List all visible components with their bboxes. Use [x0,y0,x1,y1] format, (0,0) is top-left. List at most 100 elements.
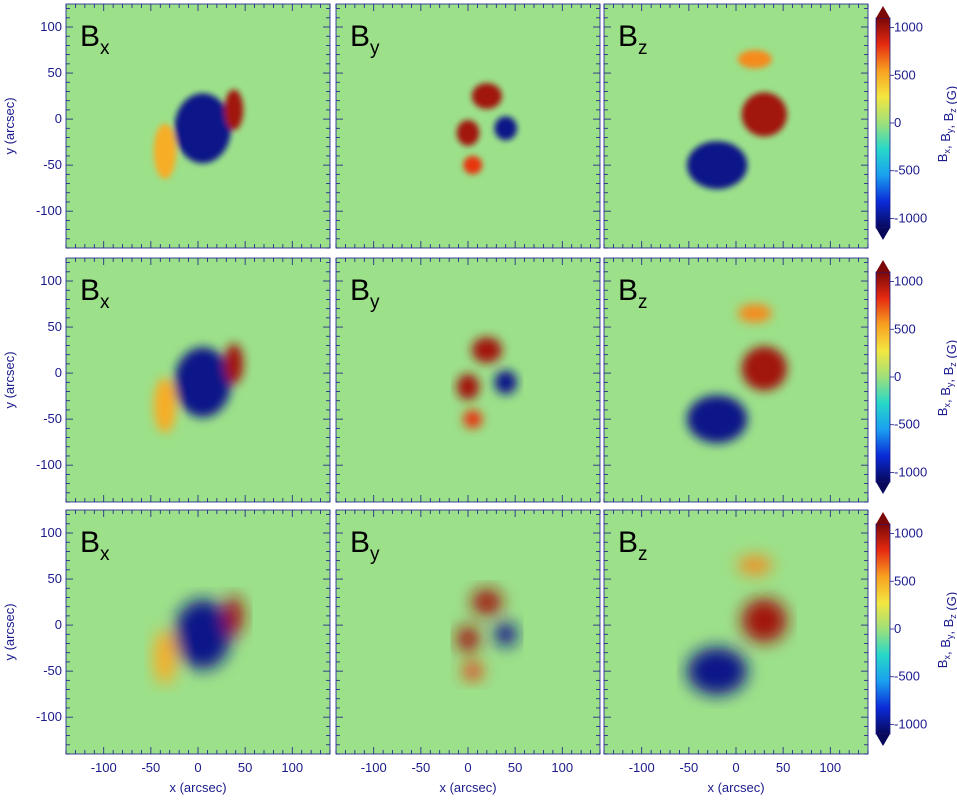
colorbar-tick-label: 500 [894,321,916,336]
feature-bx-3 [153,123,177,179]
feature-bz-2 [686,647,748,696]
feature-by-4 [463,155,483,175]
feature-by-3 [494,370,518,395]
x-tick-label: 0 [732,760,739,775]
colorbar-tick-label: 1000 [894,20,923,35]
colorbar-tick-label: 0 [894,621,901,636]
feature-by-1 [471,589,502,615]
panel-by-row-3: By [335,509,601,755]
panel-bx-row-3: Bx [65,509,331,755]
panel-title-by: By [350,526,380,565]
colorbar-tick-label: -1000 [894,716,927,731]
y-axis-label: y (arcsec) [2,603,17,660]
panel-by-row-2: By [335,257,601,503]
feature-bz-1 [741,346,787,391]
colorbar-max-arrow [876,260,890,272]
colorbar-min-arrow [876,734,890,746]
x-tick-label: 50 [238,760,252,775]
feature-bz-3 [737,50,772,69]
x-tick-label: -50 [141,760,160,775]
feature-by-3 [494,622,518,647]
colorbar-tick-label: 0 [894,115,901,130]
y-tick-label: -100 [36,203,62,218]
feature-by-2 [456,626,480,652]
colorbars: 1000 500 0 -500 -1000 Bx, By, Bz (G) 1000 500 0 -… [875,6,957,746]
y-tick-label: 100 [40,19,62,34]
feature-bx-2 [224,89,244,131]
feature-bz-3 [737,304,772,323]
colorbar-tick-label: -500 [894,417,920,432]
y-tick-label: -50 [43,663,62,678]
panel-bx-row-2: Bx [65,257,331,503]
colorbar-min-arrow [876,228,890,240]
colorbar-row-2: 1000 500 0 -500 -1000 Bx, By, Bz (G) [875,260,957,494]
feature-by-4 [463,661,483,681]
x-tick-label: -100 [91,760,117,775]
feature-bz-1 [741,92,787,137]
y-tick-label: -50 [43,411,62,426]
y-tick-label: -100 [36,709,62,724]
y-axis-label: y (arcsec) [2,97,17,154]
feature-bx-1 [174,599,231,670]
colorbar-gradient [875,523,891,735]
x-axis-label: x (arcsec) [707,780,764,795]
panel-title-bz: Bz [618,20,648,59]
y-tick-label: 100 [40,525,62,540]
colorbar-tick-label: -1000 [894,210,927,225]
colorbar-row-3: 1000 500 0 -500 -1000 Bx, By, Bz (G) [875,512,957,746]
x-tick-label: 50 [508,760,522,775]
colorbar-tick-label: 0 [894,369,901,384]
panel-title-by: By [350,20,380,59]
colorbar-tick-label: 1000 [894,526,923,541]
panel-background [604,4,868,248]
feature-bz-2 [686,141,748,190]
y-tick-label: 50 [48,319,62,334]
x-tick-label: -50 [411,760,430,775]
y-tick-label: 50 [48,571,62,586]
y-tick-label: 100 [40,273,62,288]
colorbar-row-1: 1000 500 0 -500 -1000 Bx, By, Bz (G) [875,6,957,240]
panel-title-bx: Bx [80,20,110,59]
x-tick-label: -100 [629,760,655,775]
x-tick-label: -100 [361,760,387,775]
colorbar-label: Bx, By, Bz (G) [935,86,957,162]
colorbar-gradient [875,17,891,229]
feature-bz-3 [737,556,772,575]
y-tick-label: -100 [36,457,62,472]
colorbar-tick-label: 500 [894,573,916,588]
axes-labels: 100 50 0 -50 -100 y (arcsec) 100 50 0 -50 -100 y (a… [2,19,841,795]
feature-by-2 [456,120,480,146]
feature-bx-3 [153,377,177,433]
x-axis-label: x (arcsec) [439,780,496,795]
y-tick-label: -50 [43,157,62,172]
x-tick-label: 100 [819,760,841,775]
panel-title-by: By [350,274,380,313]
feature-by-2 [456,374,480,400]
panel-title-bz: Bz [618,274,648,313]
panel-background [604,510,868,754]
feature-bz-2 [686,395,748,444]
panel-title-bx: Bx [80,274,110,313]
feature-bx-3 [153,629,177,685]
y-tick-label: 0 [55,365,62,380]
x-tick-label: 0 [194,760,201,775]
colorbar-tick-label: 500 [894,67,916,82]
panel-by-row-1: By [335,3,601,249]
feature-by-1 [471,337,502,363]
y-tick-label: 0 [55,617,62,632]
x-tick-label: 100 [551,760,573,775]
colorbar-label: Bx, By, Bz (G) [935,340,957,416]
colorbar-max-arrow [876,6,890,18]
feature-bz-1 [741,598,787,643]
colorbar-gradient [875,271,891,483]
feature-bx-2 [224,343,244,385]
colorbar-label: Bx, By, Bz (G) [935,592,957,668]
y-tick-label: 0 [55,111,62,126]
colorbar-min-arrow [876,482,890,494]
colorbar-max-arrow [876,512,890,524]
y-tick-label: 50 [48,65,62,80]
panel-grid: Bx By Bz Bx By Bz Bx By Bz [65,3,869,755]
feature-bx-1 [174,93,231,164]
panel-background [604,258,868,502]
